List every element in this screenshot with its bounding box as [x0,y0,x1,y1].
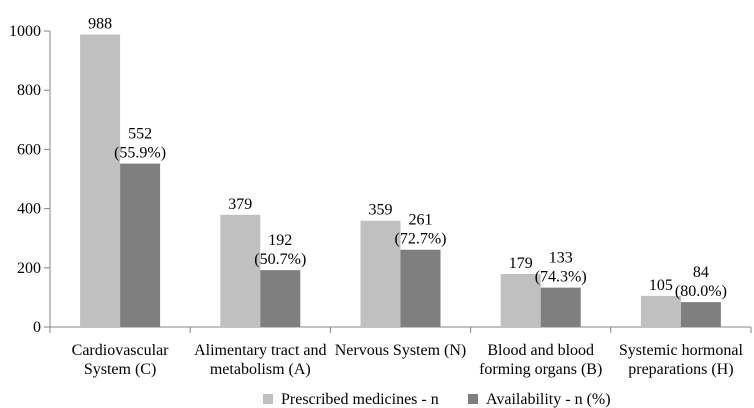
bar-availability [260,270,301,327]
bar-prescribed [500,274,541,327]
bar-availability [680,302,721,327]
y-tick-label: 400 [17,201,41,218]
legend-swatch-availability [468,394,478,404]
data-label-availability: 261 [409,212,433,229]
y-tick-label: 800 [17,82,41,99]
x-category-label: System (C) [84,361,156,378]
bar-prescribed [360,220,401,327]
x-category-label: Alimentary tract and [194,342,326,359]
y-tick-label: 200 [17,260,41,277]
bar-availability [400,249,441,327]
legend-label-prescribed: Prescribed medicines - n [281,391,439,408]
bar-prescribed [220,214,261,327]
data-label-prescribed: 105 [649,277,673,294]
data-label-availability: (50.7%) [254,251,306,268]
data-label-availability: (72.7%) [395,231,447,248]
y-tick-label: 600 [17,141,41,158]
data-label-availability: (55.9%) [114,145,166,162]
legend-label-availability: Availability - n (%) [486,391,611,408]
y-tick-label: 0 [33,319,41,336]
x-category-label: Nervous System (N) [335,342,467,359]
data-label-availability: (80.0%) [675,283,727,300]
data-label-prescribed: 179 [509,255,533,272]
x-category-label: Blood and blood [487,342,594,359]
data-label-availability: (74.3%) [535,269,587,286]
data-label-prescribed: 988 [88,16,112,33]
bar-prescribed [640,295,681,327]
y-tick-label: 1000 [9,23,41,40]
data-label-prescribed: 359 [369,202,393,219]
bar-prescribed [80,34,121,327]
data-label-availability: 552 [128,126,152,143]
x-category-label: metabolism (A) [210,361,311,378]
data-label-prescribed: 379 [228,196,252,213]
bar-availability [120,163,161,327]
legend-swatch-prescribed [263,394,273,404]
data-label-availability: 192 [268,232,292,249]
x-category-label: preparations (H) [628,361,733,378]
data-label-availability: 84 [693,264,709,281]
bar-availability [540,287,581,327]
x-category-label: Systemic hormonal [619,342,744,359]
data-label-availability: 133 [549,250,573,267]
x-category-label: forming organs (B) [479,361,602,378]
x-category-label: Cardiovascular [72,342,170,359]
